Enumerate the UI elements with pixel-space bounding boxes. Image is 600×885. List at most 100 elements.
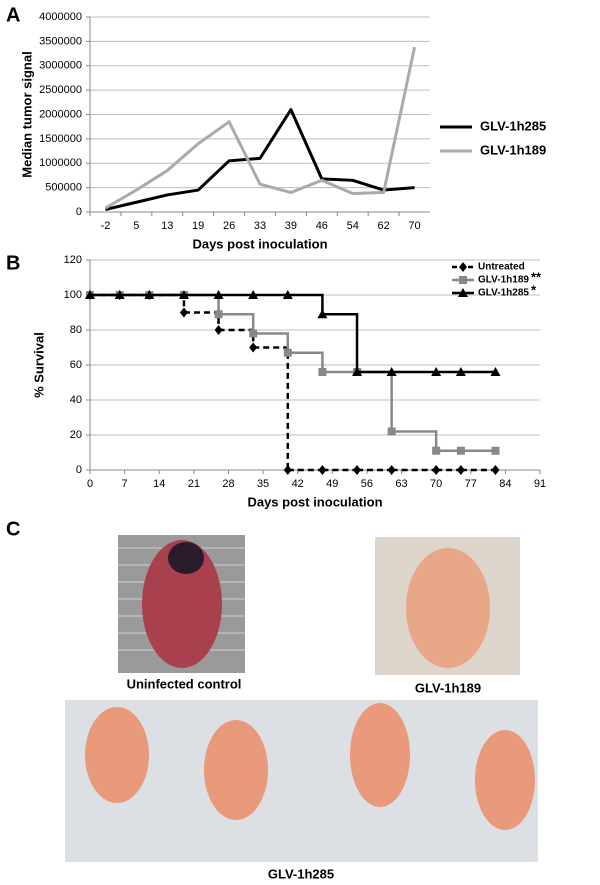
marker [144, 290, 155, 299]
x-tick-label: 28 [222, 478, 234, 490]
legend-label: GLV-1h285 [478, 288, 529, 299]
step-segment [287, 351, 324, 372]
step-segment [357, 370, 393, 432]
marker [318, 465, 327, 475]
x-tick-label: 19 [192, 220, 204, 232]
x-tick-label: 63 [395, 478, 407, 490]
series [90, 293, 496, 374]
x-tick-label: 26 [223, 220, 235, 232]
photo-caption: Uninfected control [127, 676, 242, 691]
step-segment [218, 313, 255, 334]
marker [459, 262, 467, 272]
step-segment [253, 332, 290, 353]
marker [179, 307, 188, 318]
panel-label: B [6, 252, 20, 274]
marker [490, 367, 501, 376]
step-segment [287, 293, 324, 315]
photo-uninfected [118, 535, 245, 673]
x-tick-label: 56 [361, 478, 373, 490]
significance: * [531, 282, 537, 297]
step-segment [253, 346, 290, 470]
x-tick-label: 21 [188, 478, 200, 490]
marker [456, 465, 465, 475]
y-tick-label: 0 [76, 206, 82, 218]
y-tick-label: 120 [64, 254, 82, 266]
line [104, 46, 417, 210]
marker [459, 276, 467, 284]
y-tick-label: 1500000 [39, 133, 82, 145]
x-tick-label: 62 [378, 220, 390, 232]
x-tick-label: 13 [161, 220, 173, 232]
x-tick-label: 54 [347, 220, 359, 232]
x-tick-label: 70 [408, 220, 420, 232]
y-tick-label: 4000000 [39, 11, 82, 23]
x-tick-label: 0 [87, 478, 93, 490]
marker [214, 310, 223, 319]
y-tick-label: 1000000 [39, 157, 82, 169]
x-tick-label: 70 [430, 478, 442, 490]
y-tick-label: 100 [64, 289, 82, 301]
x-tick-label: 14 [153, 478, 165, 490]
y-axis-title: % Survival [31, 332, 46, 398]
x-axis-title: Days post inoculation [192, 236, 327, 251]
step-segment [149, 293, 186, 313]
marker [283, 465, 292, 475]
panel-label: C [6, 518, 20, 540]
series [90, 293, 496, 472]
marker [432, 465, 441, 475]
marker [387, 465, 396, 475]
marker [458, 288, 468, 297]
x-tick-label: 39 [285, 220, 297, 232]
x-tick-label: 33 [254, 220, 266, 232]
legend-label: GLV-1h189 [478, 275, 529, 286]
x-tick-label: 77 [465, 478, 477, 490]
marker [352, 367, 363, 376]
step-segment [183, 311, 220, 330]
y-tick-label: 80 [70, 324, 82, 336]
marker [386, 367, 397, 376]
legend-label: GLV-1h285 [480, 118, 546, 133]
marker [249, 329, 258, 338]
marker [178, 290, 189, 299]
x-tick-label: 91 [534, 478, 546, 490]
x-tick-label: 49 [326, 478, 338, 490]
x-tick-label: 84 [499, 478, 511, 490]
x-tick-label: 7 [122, 478, 128, 490]
marker [214, 325, 223, 335]
x-tick-label: 46 [316, 220, 328, 232]
step-segment [218, 328, 255, 348]
line [105, 108, 415, 212]
marker [432, 446, 441, 455]
y-tick-label: 20 [70, 429, 82, 441]
marker [213, 290, 224, 299]
x-tick-label: 35 [257, 478, 269, 490]
y-tick-label: 2000000 [39, 108, 82, 120]
photo-glv-1h189 [375, 537, 520, 675]
marker [431, 367, 442, 376]
marker [491, 465, 500, 475]
photo-caption: GLV-1h285 [268, 866, 334, 881]
marker [317, 309, 328, 319]
x-tick-label: 5 [133, 220, 139, 232]
marker [387, 427, 396, 436]
photo-caption: GLV-1h189 [415, 680, 481, 695]
y-tick-label: 500000 [45, 182, 82, 194]
marker [318, 368, 327, 376]
y-tick-label: 40 [70, 394, 82, 406]
legend-label: GLV-1h189 [480, 142, 546, 157]
marker [455, 367, 466, 376]
step-segment [391, 430, 438, 451]
y-tick-label: 2500000 [39, 84, 82, 96]
marker [282, 290, 293, 299]
photo-glv-1h285 [65, 700, 538, 862]
x-tick-label: 42 [292, 478, 304, 490]
x-axis-title: Days post inoculation [247, 494, 382, 509]
marker [456, 446, 465, 455]
panel-label: A [6, 4, 20, 26]
y-tick-label: 3500000 [39, 35, 82, 47]
y-tick-label: 0 [76, 464, 82, 476]
y-tick-label: 60 [70, 359, 82, 371]
significance: ** [531, 269, 542, 284]
